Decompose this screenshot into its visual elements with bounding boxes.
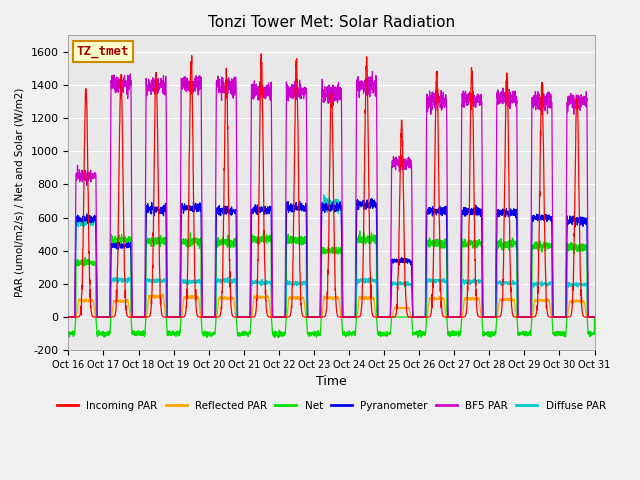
Text: TZ_tmet: TZ_tmet (76, 45, 129, 58)
X-axis label: Time: Time (316, 375, 347, 388)
Title: Tonzi Tower Met: Solar Radiation: Tonzi Tower Met: Solar Radiation (208, 15, 455, 30)
Legend: Incoming PAR, Reflected PAR, Net, Pyranometer, BF5 PAR, Diffuse PAR: Incoming PAR, Reflected PAR, Net, Pyrano… (53, 396, 610, 415)
Y-axis label: PAR (umol/m2/s) / Net and Solar (W/m2): PAR (umol/m2/s) / Net and Solar (W/m2) (15, 88, 25, 298)
